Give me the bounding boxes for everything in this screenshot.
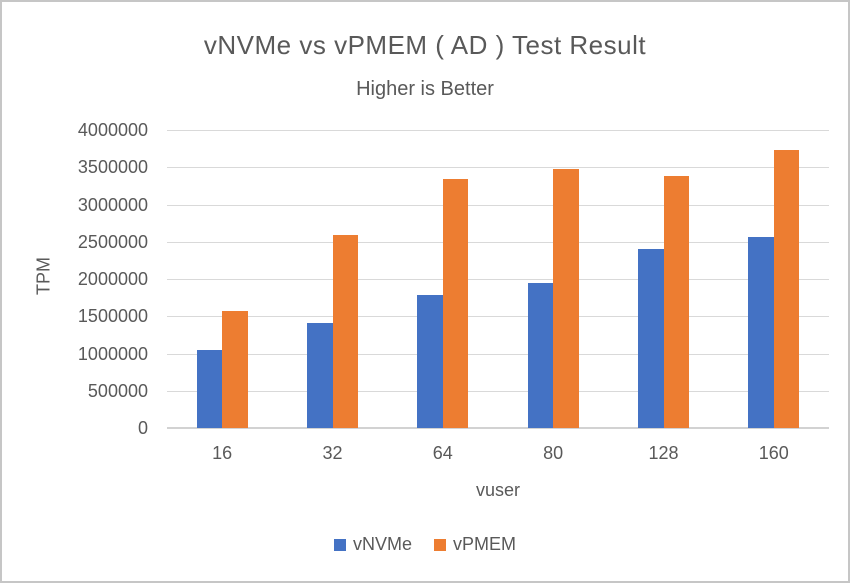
gridline bbox=[167, 167, 829, 169]
bar-vpmem-80 bbox=[553, 168, 579, 428]
legend-item-vnvme: vNVMe bbox=[333, 534, 412, 555]
bar-vpmem-32 bbox=[332, 235, 358, 428]
x-tick-label-128: 128 bbox=[648, 443, 679, 463]
x-axis-title: vuser bbox=[475, 480, 520, 500]
x-axis-ticks: 16 32 64 80 128 160 bbox=[167, 443, 829, 464]
x-tick-label-16: 16 bbox=[212, 443, 233, 463]
bar-vpmem-160 bbox=[773, 150, 800, 428]
y-tick-label: 3000000 bbox=[77, 194, 148, 215]
plot-area bbox=[167, 130, 829, 429]
y-tick-label: 2500000 bbox=[77, 231, 148, 252]
x-tick-label-64: 64 bbox=[432, 443, 453, 463]
bar-vpmem-16 bbox=[222, 311, 248, 428]
gridline bbox=[167, 130, 829, 131]
x-axis-line bbox=[167, 427, 829, 429]
y-tick-label: 3500000 bbox=[77, 157, 148, 178]
legend-label-vnvme: vNVMe bbox=[352, 534, 412, 554]
x-tick-label-160: 160 bbox=[758, 443, 789, 463]
bar-vnvme-16 bbox=[196, 349, 223, 428]
gridline bbox=[167, 353, 829, 355]
bar-vpmem-64 bbox=[442, 179, 469, 428]
x-tick-label-80: 80 bbox=[543, 443, 564, 463]
y-tick-label: 1500000 bbox=[77, 306, 148, 327]
bar-vnvme-128 bbox=[638, 249, 664, 428]
bar-vnvme-160 bbox=[748, 236, 774, 428]
y-axis-ticks: 0 500000 1000000 1500000 2000000 2500000 30000… bbox=[2, 121, 150, 437]
y-tick-label: 2000000 bbox=[77, 269, 148, 289]
bar-vnvme-80 bbox=[527, 282, 554, 428]
legend-swatch-vpmem bbox=[434, 538, 446, 551]
bar-vnvme-64 bbox=[417, 294, 443, 428]
y-tick-label: 0 bbox=[137, 418, 148, 438]
bar-vpmem-128 bbox=[663, 176, 689, 428]
gridline bbox=[167, 316, 829, 318]
legend: vNVMe vPMEM bbox=[2, 534, 848, 555]
gridline bbox=[167, 279, 829, 280]
chart-subtitle: Higher is Better bbox=[356, 78, 494, 100]
legend-swatch-vnvme bbox=[333, 538, 346, 551]
chart-title: vNVMe vs vPMEM ( AD ) Test Result bbox=[203, 30, 647, 60]
y-tick-label: 500000 bbox=[87, 380, 148, 401]
x-tick-label-32: 32 bbox=[322, 443, 343, 463]
y-tick-label: 4000000 bbox=[77, 120, 148, 140]
gridline bbox=[167, 204, 829, 206]
y-tick-label: 1000000 bbox=[77, 343, 148, 364]
legend-label-vpmem: vPMEM bbox=[453, 534, 516, 554]
legend-item-vpmem: vPMEM bbox=[434, 534, 516, 555]
gridline bbox=[167, 241, 829, 243]
bar-vnvme-32 bbox=[307, 322, 333, 428]
gridline bbox=[167, 390, 829, 392]
